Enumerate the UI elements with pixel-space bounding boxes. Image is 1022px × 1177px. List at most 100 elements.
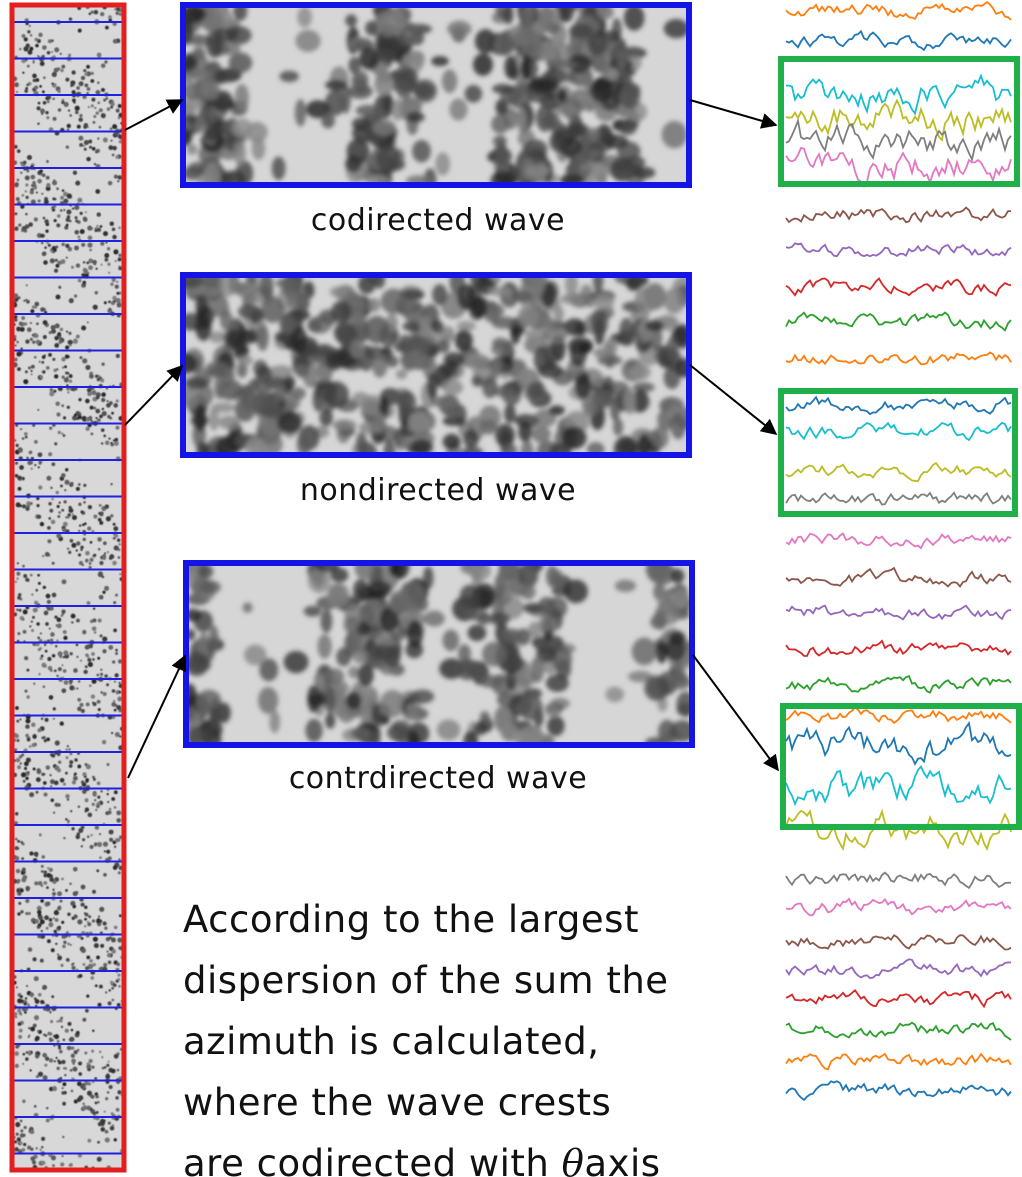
speckle: [92, 963, 96, 967]
speckle: [88, 915, 92, 919]
trace: [785, 117, 1012, 163]
speckle: [96, 52, 102, 58]
blob: [252, 374, 275, 394]
speckle: [106, 950, 109, 953]
speckle: [76, 1097, 82, 1103]
speckle: [113, 1138, 117, 1142]
blob: [215, 436, 240, 453]
speckle: [26, 695, 30, 699]
speckle: [75, 219, 79, 223]
blobs: [185, 7, 687, 183]
blob: [313, 673, 325, 687]
speckle: [29, 573, 33, 577]
speckle: [43, 76, 46, 80]
speckle: [37, 514, 42, 519]
speckle: [37, 178, 42, 184]
speckle: [61, 64, 66, 69]
speckle: [67, 548, 70, 551]
blob: [192, 46, 206, 60]
speckle: [50, 798, 55, 803]
blob: [385, 355, 399, 368]
speckle: [33, 183, 37, 187]
speckle: [104, 440, 110, 446]
speckle: [65, 77, 70, 82]
blob: [283, 650, 309, 674]
speckle: [31, 722, 36, 727]
speckle: [48, 695, 54, 700]
speckle: [46, 737, 51, 742]
blob: [305, 100, 330, 119]
speckle: [54, 802, 59, 807]
speckle: [63, 650, 69, 656]
speckle: [66, 515, 70, 519]
speckle: [82, 217, 88, 222]
speckle: [52, 717, 55, 720]
speckle: [73, 1099, 78, 1104]
speckle: [110, 980, 114, 985]
speckle: [35, 1075, 39, 1079]
speckle: [82, 261, 86, 264]
speckle: [36, 905, 42, 911]
speckle: [104, 253, 110, 258]
speckle: [82, 1017, 87, 1022]
speckle: [14, 357, 18, 362]
speckle: [29, 851, 34, 856]
speckle: [34, 1054, 40, 1059]
speckle: [83, 912, 87, 915]
speckle: [61, 527, 67, 533]
speckle: [30, 917, 36, 923]
blob: [663, 19, 687, 39]
speckle: [24, 370, 28, 374]
speckle: [15, 706, 19, 710]
blob: [279, 312, 296, 336]
speckle: [25, 506, 30, 511]
speckle: [29, 1129, 35, 1135]
blob: [218, 415, 241, 430]
blob: [258, 277, 274, 300]
speckle: [77, 7, 82, 11]
speckle: [113, 680, 117, 683]
speckle: [118, 659, 122, 664]
speckle: [111, 797, 116, 801]
speckle: [37, 992, 42, 997]
speckle: [71, 515, 77, 521]
speckle: [20, 871, 25, 875]
speckle: [66, 371, 70, 375]
blob: [297, 7, 312, 28]
speckle: [86, 1065, 91, 1069]
speckle: [95, 111, 100, 115]
speckle: [68, 764, 73, 768]
blob: [667, 675, 690, 690]
speckle: [47, 665, 53, 671]
speckle: [113, 1053, 119, 1059]
blob: [362, 599, 379, 627]
speckle: [35, 339, 41, 345]
speckle: [115, 108, 120, 113]
speckle: [37, 647, 41, 652]
speckle: [73, 668, 78, 673]
speckle: [22, 629, 27, 634]
speckle: [43, 792, 48, 797]
speckle: [98, 1050, 102, 1054]
speckle: [115, 425, 120, 430]
speckle: [36, 769, 42, 775]
speckle: [24, 435, 28, 439]
speckle: [84, 72, 88, 76]
speckle: [117, 838, 121, 842]
speckle: [77, 278, 82, 283]
blob: [431, 56, 449, 67]
speckle: [79, 113, 83, 118]
speckle: [99, 560, 104, 566]
speckle: [14, 77, 18, 81]
blob: [493, 34, 516, 57]
blob: [579, 341, 593, 354]
speckle: [94, 799, 97, 802]
blob: [185, 277, 204, 289]
speckle: [56, 674, 59, 678]
speckle: [17, 839, 21, 843]
arrow: [692, 654, 779, 772]
speckle: [94, 291, 99, 295]
speckle: [28, 1027, 31, 1030]
speckle: [86, 654, 90, 658]
speckle: [97, 841, 103, 847]
